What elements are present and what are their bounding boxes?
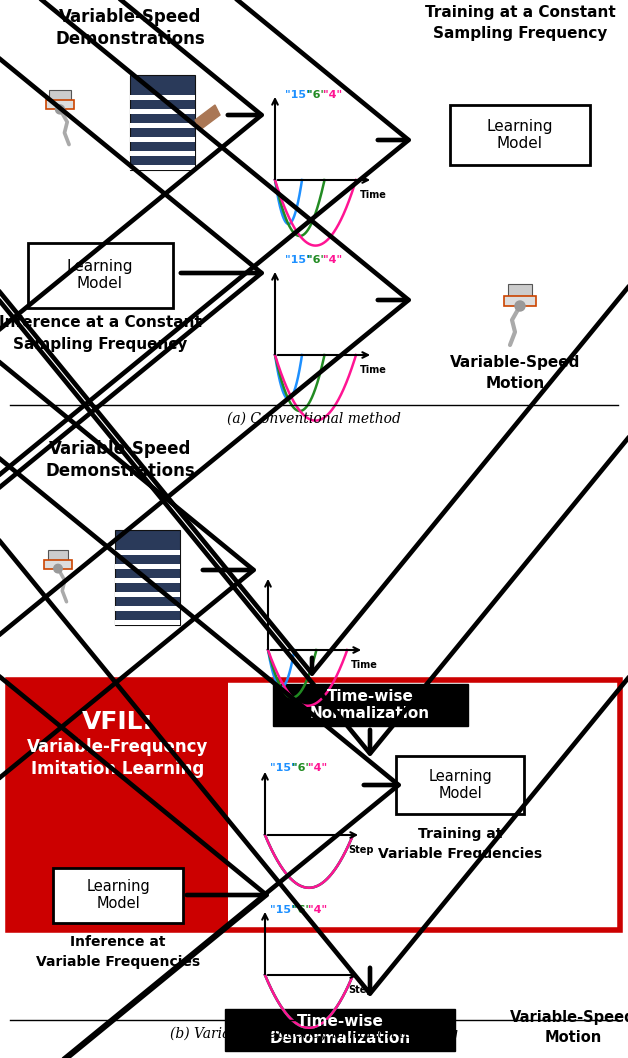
Text: "15": "15" — [285, 255, 311, 264]
FancyBboxPatch shape — [115, 578, 180, 583]
Text: "6": "6" — [307, 90, 326, 101]
FancyBboxPatch shape — [130, 75, 195, 170]
Text: Time: Time — [350, 660, 377, 670]
Text: Learning
Model: Learning Model — [428, 769, 492, 801]
Text: Training at a Constant: Training at a Constant — [425, 5, 615, 20]
Text: Step: Step — [349, 985, 374, 995]
Text: Time: Time — [360, 190, 386, 200]
Text: Variable Frequencies: Variable Frequencies — [36, 955, 200, 969]
Text: Motion: Motion — [544, 1030, 602, 1045]
FancyBboxPatch shape — [130, 123, 195, 128]
FancyBboxPatch shape — [28, 242, 173, 308]
Text: Learning
Model: Learning Model — [487, 118, 553, 151]
Text: Demonstrations: Demonstrations — [55, 30, 205, 48]
FancyBboxPatch shape — [130, 136, 195, 142]
Text: Variable-Speed: Variable-Speed — [510, 1010, 628, 1025]
Text: Inference at a Constant: Inference at a Constant — [0, 315, 202, 330]
FancyBboxPatch shape — [450, 105, 590, 165]
Text: "6": "6" — [292, 905, 311, 915]
Text: Variable-Speed: Variable-Speed — [59, 8, 201, 26]
Text: Learning
Model: Learning Model — [86, 879, 150, 911]
Text: Inference at: Inference at — [70, 935, 166, 949]
FancyBboxPatch shape — [130, 95, 195, 101]
FancyBboxPatch shape — [53, 868, 183, 923]
Text: Step: Step — [349, 845, 374, 855]
FancyBboxPatch shape — [130, 165, 195, 170]
Text: Variable-Frequency: Variable-Frequency — [27, 738, 208, 756]
Circle shape — [515, 300, 525, 311]
FancyBboxPatch shape — [508, 284, 532, 296]
Text: "6": "6" — [292, 763, 311, 773]
Text: Variable Frequencies: Variable Frequencies — [378, 847, 542, 861]
Text: "4": "4" — [308, 763, 327, 773]
Text: "4": "4" — [308, 905, 327, 915]
FancyBboxPatch shape — [46, 101, 74, 109]
Text: Time-wise
Denormalization: Time-wise Denormalization — [269, 1014, 411, 1046]
Text: Variable-Speed: Variable-Speed — [49, 440, 191, 458]
FancyBboxPatch shape — [504, 296, 536, 306]
Text: Imitation Learning: Imitation Learning — [31, 760, 205, 778]
FancyBboxPatch shape — [115, 592, 180, 597]
FancyBboxPatch shape — [130, 109, 195, 114]
Text: Variable-Speed: Variable-Speed — [450, 355, 580, 370]
Text: (a) Conventional method: (a) Conventional method — [227, 412, 401, 426]
Polygon shape — [195, 105, 220, 130]
Text: "4": "4" — [323, 255, 342, 264]
FancyBboxPatch shape — [115, 530, 180, 625]
FancyBboxPatch shape — [115, 606, 180, 612]
Text: VFIL:: VFIL: — [82, 710, 154, 734]
Text: Motion: Motion — [485, 376, 544, 391]
FancyBboxPatch shape — [48, 550, 68, 560]
Circle shape — [55, 105, 65, 114]
FancyBboxPatch shape — [130, 151, 195, 156]
Text: "15": "15" — [270, 763, 296, 773]
Text: Time-wise
Normalization: Time-wise Normalization — [310, 689, 430, 722]
FancyBboxPatch shape — [49, 90, 71, 101]
FancyBboxPatch shape — [45, 560, 72, 568]
Text: Time: Time — [360, 365, 386, 375]
Text: Learning
Model: Learning Model — [67, 259, 133, 291]
Text: "4": "4" — [323, 90, 342, 101]
Text: (b) Variable-frequency imitation learning: (b) Variable-frequency imitation learnin… — [170, 1027, 458, 1041]
FancyBboxPatch shape — [273, 685, 467, 726]
Text: "15": "15" — [285, 90, 311, 101]
FancyBboxPatch shape — [115, 550, 180, 555]
Text: Demonstrations: Demonstrations — [45, 462, 195, 480]
FancyBboxPatch shape — [396, 756, 524, 814]
Text: "15": "15" — [270, 905, 296, 915]
Text: Sampling Frequency: Sampling Frequency — [433, 26, 607, 41]
FancyBboxPatch shape — [115, 620, 180, 625]
Text: "6": "6" — [307, 255, 326, 264]
FancyBboxPatch shape — [115, 564, 180, 569]
Circle shape — [54, 564, 62, 572]
Text: Sampling Frequency: Sampling Frequency — [13, 338, 187, 352]
FancyBboxPatch shape — [8, 680, 228, 930]
Text: Training at: Training at — [418, 827, 502, 841]
FancyBboxPatch shape — [225, 1009, 455, 1051]
